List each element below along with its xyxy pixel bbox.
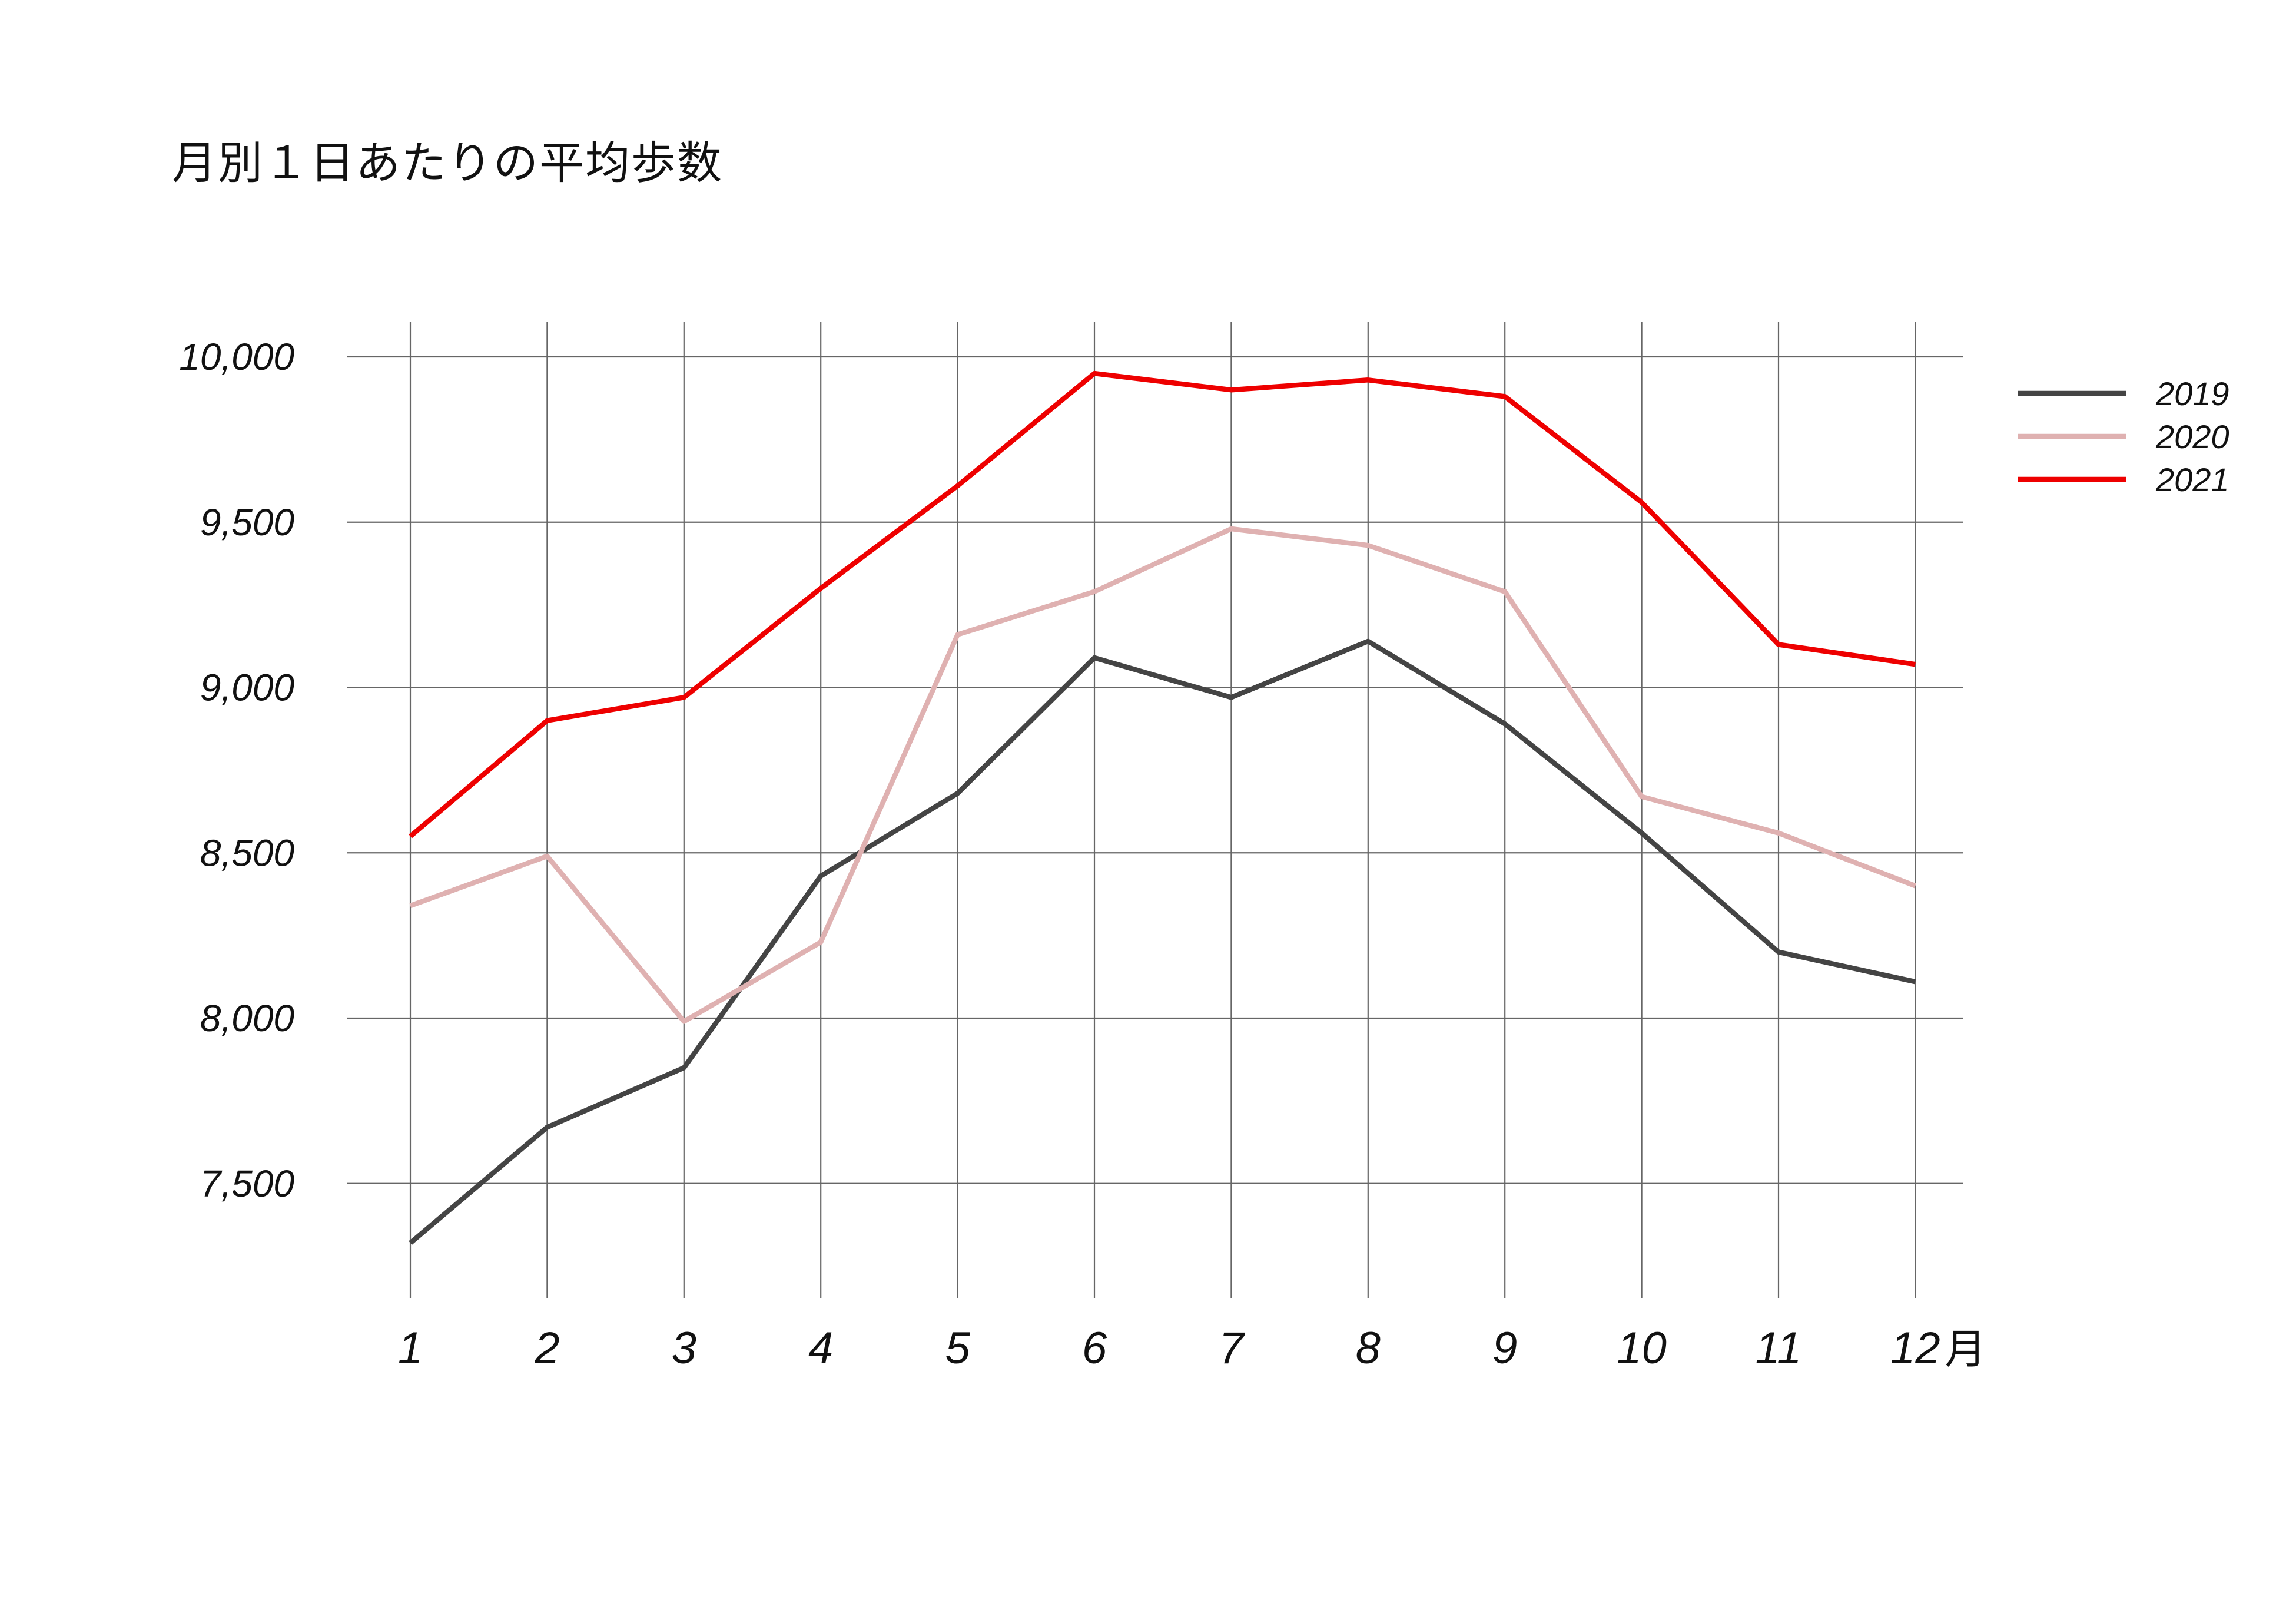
y-tick-label: 9,500 [200, 501, 295, 544]
x-tick-label: 7 [1219, 1323, 1245, 1373]
x-tick-label: 5 [945, 1323, 970, 1373]
legend-label-2019: 2019 [2155, 375, 2229, 412]
x-tick-label: 2 [534, 1323, 559, 1373]
legend-label-2020: 2020 [2155, 418, 2229, 455]
series-line-2020 [409, 526, 1916, 1024]
series-line-2021 [409, 370, 1916, 839]
x-tick-label: 12 [1890, 1323, 1940, 1373]
x-tick-label: 8 [1356, 1323, 1381, 1373]
y-tick-label: 8,000 [200, 997, 295, 1039]
series-lines [409, 370, 1916, 1245]
y-tick-label: 7,500 [200, 1162, 295, 1205]
y-tick-label: 9,000 [200, 667, 295, 709]
x-axis-ticks: 1 2 3 4 5 6 7 8 9 10 11 12 月 [398, 1323, 1986, 1373]
x-unit-label: 月 [1945, 1325, 1986, 1373]
x-tick-label: 3 [672, 1323, 696, 1373]
chart-title: 月別１日あたりの平均歩数 [172, 137, 723, 189]
legend: 2019 2020 2021 [2018, 375, 2229, 498]
y-axis-ticks: 7,500 8,000 8,500 9,000 9,500 10,000 [179, 336, 294, 1205]
x-tick-label: 1 [398, 1323, 423, 1373]
x-tick-label: 10 [1617, 1323, 1667, 1373]
grid [347, 322, 1963, 1298]
x-tick-label: 6 [1082, 1323, 1107, 1373]
y-tick-label: 8,500 [200, 831, 295, 874]
x-tick-label: 11 [1756, 1323, 1802, 1373]
y-tick-label: 10,000 [179, 336, 294, 378]
series-line-2019 [409, 638, 1916, 1245]
legend-label-2021: 2021 [2155, 461, 2229, 498]
x-tick-label: 9 [1492, 1323, 1517, 1373]
x-tick-label: 4 [808, 1323, 833, 1373]
